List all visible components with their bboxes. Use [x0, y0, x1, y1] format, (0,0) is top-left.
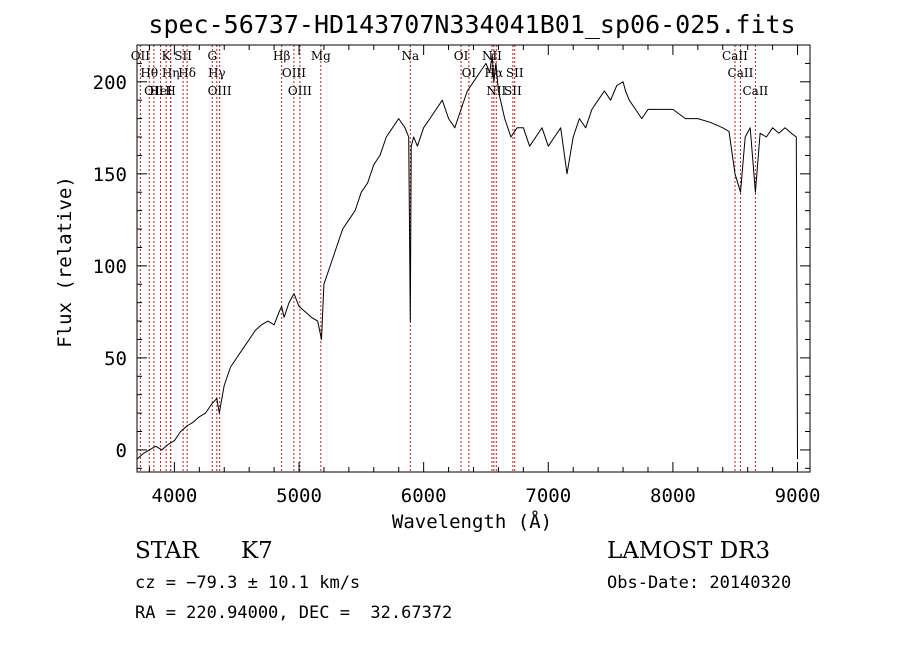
x-tick-label: 8000 [650, 485, 696, 507]
line-marker-label: OIII [282, 66, 306, 80]
obs-date-text: Obs-Date: 20140320 [607, 573, 792, 593]
line-marker-label: CaII [742, 84, 768, 98]
line-marker-label: H [165, 84, 175, 98]
line-marker-label: OIII [208, 84, 232, 98]
y-tick-label: 200 [93, 72, 127, 94]
line-marker-label: SII [504, 84, 522, 98]
y-tick-label: 0 [116, 440, 127, 462]
line-marker-label: K [162, 49, 172, 63]
line-marker-label: OI [462, 66, 477, 80]
x-tick-label: 7000 [525, 485, 571, 507]
line-marker-label: HeI [149, 84, 172, 98]
line-marker-label: Mg [311, 49, 331, 63]
line-marker-label: OII [131, 49, 151, 63]
line-marker-label: Hη [162, 66, 180, 80]
y-tick-label: 150 [93, 164, 127, 186]
line-marker-label: CaII [728, 66, 754, 80]
x-tick-label: 6000 [401, 485, 447, 507]
axes-frame [136, 44, 811, 473]
line-marker-label: NII [486, 84, 506, 98]
line-marker-label: Na [401, 49, 419, 63]
x-axis-label: Wavelength (Å) [392, 510, 552, 533]
line-marker-label: CaII [722, 49, 748, 63]
x-tick-label: 9000 [775, 485, 821, 507]
x-tick-label: 5000 [276, 485, 322, 507]
line-marker-label: Hα [485, 66, 504, 80]
subclass-label: K7 [241, 538, 273, 564]
line-marker-label: Hγ [208, 66, 226, 80]
coordinates-text: RA = 220.94000, DEC = 32.67372 [135, 603, 453, 623]
x-tick-label: 4000 [152, 485, 198, 507]
survey-label: LAMOST DR3 [607, 538, 771, 564]
redshift-text: cz = −79.3 ± 10.1 km/s [135, 573, 361, 593]
y-axis-label: Flux (relative) [54, 176, 76, 348]
line-marker-label: G [207, 49, 217, 63]
line-marker-label: Hβ [273, 49, 290, 63]
spectrum-series-line [136, 53, 798, 460]
line-marker-label: OII [144, 84, 164, 98]
plot-frame [136, 44, 811, 473]
chart-title: spec-56737-HD143707N334041B01_sp06-025.f… [148, 10, 795, 39]
y-tick-label: 100 [93, 256, 127, 278]
y-tick-label: 50 [104, 348, 127, 370]
axis-ticks: 4000 5000 6000 7000 8000 9000 0 50 100 150 200 [93, 45, 821, 507]
line-marker-label: SII [174, 49, 192, 63]
line-marker-label: SII [506, 66, 524, 80]
line-marker-label: Hθ [140, 66, 158, 80]
line-marker-label: Hδ [178, 66, 196, 80]
line-marker-label: OIII [288, 84, 312, 98]
line-marker-label: OI [454, 49, 469, 63]
class-label: STAR [135, 538, 199, 564]
